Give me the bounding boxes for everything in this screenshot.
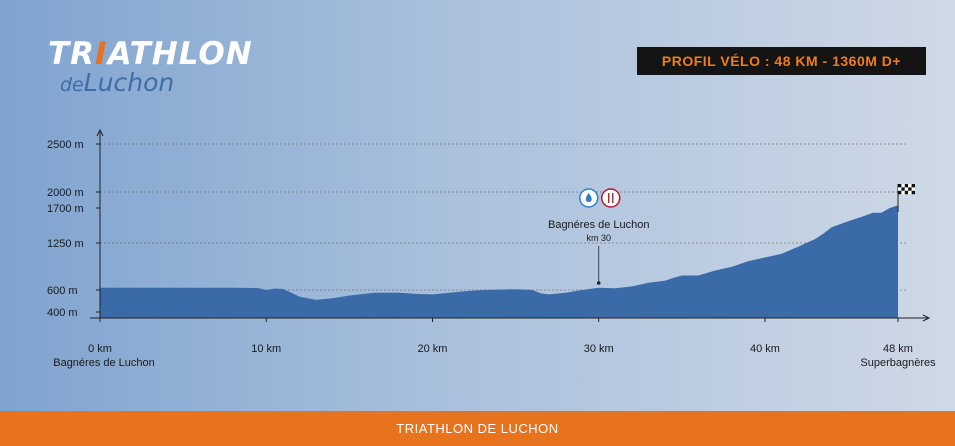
x-tick-label: 40 km	[750, 343, 780, 355]
flag-square	[904, 190, 909, 195]
logo-subtitle: deLuchon	[60, 68, 175, 97]
x-tick-label: 0 km	[88, 343, 112, 355]
finish-flag-icon	[898, 184, 915, 195]
x-tick-sublabel: Bagnéres de Luchon	[53, 357, 155, 369]
y-tick-label: 2500 m	[47, 139, 84, 151]
flag-square	[901, 190, 905, 195]
x-tick-sublabel: Superbagnères	[860, 357, 936, 369]
profile-header: PROFIL VÉLO : 48 KM - 1360M D+	[637, 47, 926, 75]
x-tick-label: 48 km	[883, 343, 913, 355]
annotation-dot	[596, 281, 601, 285]
annotation-subtitle: km 30	[586, 233, 611, 243]
water-drop-shape	[585, 193, 592, 202]
y-tick-label: 600 m	[47, 285, 78, 297]
annotation-title: Bagnéres de Luchon	[548, 219, 650, 231]
flag-square	[898, 187, 902, 191]
y-tick-label: 1700 m	[47, 203, 84, 215]
y-axis-arrow	[96, 128, 104, 137]
logo-title: TRIATHLON	[48, 36, 253, 72]
x-tick-label: 10 km	[251, 343, 281, 355]
flag-square	[898, 190, 902, 195]
flag-square	[911, 184, 915, 188]
flag-square	[901, 184, 905, 188]
logo: TRIATHLON deLuchon	[46, 30, 256, 100]
footer-text: TRIATHLON DE LUCHON	[396, 421, 559, 436]
x-axis-arrow	[922, 314, 931, 322]
flag-square	[908, 190, 912, 195]
flag-square	[908, 184, 912, 188]
y-tick-label: 400 m	[47, 307, 78, 319]
profile-title: PROFIL VÉLO : 48 KM - 1360M D+	[661, 53, 902, 69]
food-icon	[601, 188, 621, 208]
y-tick-label: 1250 m	[47, 238, 84, 250]
x-tick-label: 30 km	[584, 343, 614, 355]
flag-square	[911, 187, 915, 191]
flag-square	[908, 187, 912, 191]
flag-square	[901, 187, 905, 191]
flag-square	[898, 184, 902, 188]
x-tick-label: 20 km	[418, 343, 448, 355]
y-tick-label: 2000 m	[47, 187, 84, 199]
flag-square	[904, 187, 909, 191]
elevation-area	[100, 205, 898, 318]
flag-square	[911, 190, 915, 195]
flag-square	[904, 184, 909, 188]
footer-bar: TRIATHLON DE LUCHON	[0, 411, 955, 446]
